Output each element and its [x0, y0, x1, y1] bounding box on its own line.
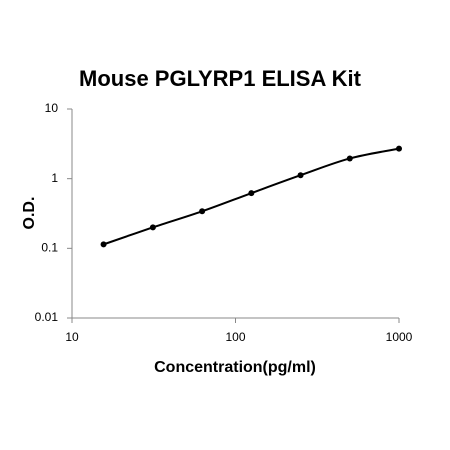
point — [346, 155, 353, 162]
y-axis-label: O.D. — [21, 197, 38, 230]
point — [297, 172, 304, 179]
point — [100, 241, 107, 248]
point — [248, 190, 255, 197]
x-tick-label: 100 — [225, 330, 245, 344]
point — [149, 224, 156, 231]
x-tick-label: 1000 — [386, 330, 413, 344]
chart-title: Mouse PGLYRP1 ELISA Kit — [79, 66, 362, 91]
y-tick-label: 0.01 — [35, 310, 59, 324]
y-tick-label: 10 — [45, 101, 59, 115]
y-tick-label: 0.1 — [41, 241, 58, 255]
y-tick-label: 1 — [51, 171, 58, 185]
curve — [103, 147, 400, 246]
point — [199, 208, 206, 215]
point — [396, 145, 402, 152]
x-axis-label: Concentration(pg/ml) — [154, 359, 316, 376]
x-tick-label: 10 — [65, 330, 79, 344]
